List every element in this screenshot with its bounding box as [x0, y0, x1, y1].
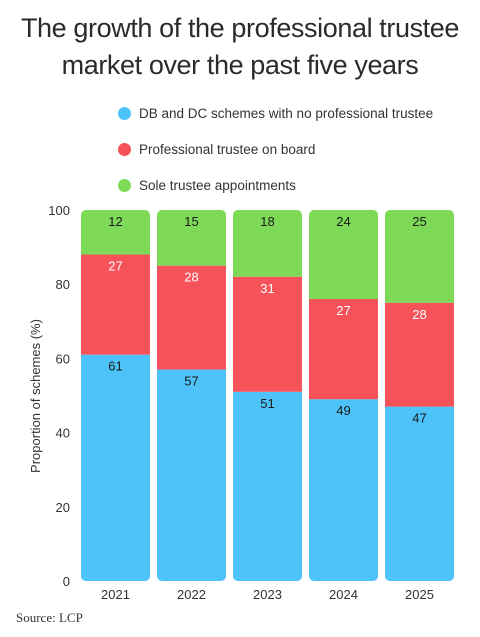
- legend-swatch-1: [118, 142, 131, 156]
- bar-group-2023: [233, 210, 302, 581]
- y-tick-label-20: 20: [56, 500, 70, 515]
- legend-item-sole-trustee-appointments: Sole trustee appointments: [118, 176, 433, 194]
- x-tick-label-2022: 2022: [177, 587, 206, 602]
- bar-segment-2025-series-0: [385, 406, 454, 581]
- x-tick-label-2021: 2021: [101, 587, 130, 602]
- bar-segment-2023-series-2: [233, 210, 302, 277]
- y-tick-label-60: 60: [56, 351, 70, 366]
- plot-area: 0 20 40 60 80 100 61 27 12 2021 57 28 15 2022 51 31 18 20…: [48, 203, 454, 602]
- chart-title: The growth of the professional trustee m…: [0, 10, 480, 84]
- data-label-2022-series-1: 28: [184, 270, 198, 285]
- legend-label-0: DB and DC schemes with no professional t…: [139, 105, 434, 121]
- data-label-2023-series-0: 51: [260, 396, 274, 411]
- bar-segment-2022-series-1: [157, 265, 226, 370]
- bar-group-2025: [385, 210, 454, 581]
- bar-segment-2024-series-0: [309, 399, 378, 581]
- data-label-2025-series-1: 28: [412, 307, 426, 322]
- data-label-2025-series-0: 47: [412, 411, 426, 426]
- y-axis-label: Proportion of schemes (%): [28, 319, 43, 473]
- legend-label-1: Professional trustee on board: [139, 141, 316, 157]
- data-label-2021-series-2: 12: [108, 214, 122, 229]
- bar-segment-2025-series-2: [385, 210, 454, 303]
- bar-segment-2023-series-1: [233, 276, 302, 392]
- x-tick-label-2024: 2024: [329, 587, 358, 602]
- bar-segment-2022-series-0: [157, 369, 226, 581]
- x-tick-label-2025: 2025: [405, 587, 434, 602]
- data-label-2022-series-0: 57: [184, 374, 198, 389]
- chart-title-line-2: market over the past five years: [61, 50, 419, 80]
- y-tick-label-40: 40: [56, 426, 70, 441]
- y-tick-label-0: 0: [63, 574, 70, 589]
- y-tick-label-100: 100: [48, 203, 70, 218]
- data-label-2022-series-2: 15: [184, 214, 198, 229]
- data-label-2021-series-0: 61: [108, 359, 122, 374]
- bar-segment-2025-series-1: [385, 302, 454, 407]
- source-note: Source: LCP: [16, 610, 83, 625]
- data-label-2023-series-2: 18: [260, 214, 274, 229]
- bar-segment-2024-series-2: [309, 210, 378, 300]
- bar-segment-2021-series-0: [81, 354, 150, 581]
- bar-segment-2021-series-1: [81, 254, 150, 355]
- bar-segment-2022-series-2: [157, 210, 226, 266]
- bar-group-2022: [157, 210, 226, 581]
- bar-group-2024: [309, 210, 378, 581]
- bar-segment-2023-series-0: [233, 391, 302, 581]
- bar-segment-2021-series-2: [81, 210, 150, 255]
- data-label-2021-series-1: 27: [108, 259, 122, 274]
- legend-swatch-0: [118, 106, 131, 120]
- bar-segment-2024-series-1: [309, 299, 378, 400]
- data-label-2024-series-2: 24: [336, 214, 350, 229]
- legend-item-professional-trustee-on-board: Professional trustee on board: [118, 140, 433, 158]
- y-tick-label-80: 80: [56, 277, 70, 292]
- legend-item-no-professional-trustee: DB and DC schemes with no professional t…: [118, 104, 433, 122]
- data-label-2024-series-1: 27: [336, 303, 350, 318]
- data-label-2023-series-1: 31: [260, 281, 274, 296]
- legend-label-2: Sole trustee appointments: [139, 177, 296, 193]
- bar-group-2021: [81, 210, 150, 581]
- legend: DB and DC schemes with no professional t…: [118, 104, 433, 212]
- data-label-2025-series-2: 25: [412, 214, 426, 229]
- chart-title-line-1: The growth of the professional trustee: [20, 13, 460, 43]
- legend-swatch-2: [118, 178, 131, 192]
- x-tick-label-2023: 2023: [253, 587, 282, 602]
- data-label-2024-series-0: 49: [336, 403, 350, 418]
